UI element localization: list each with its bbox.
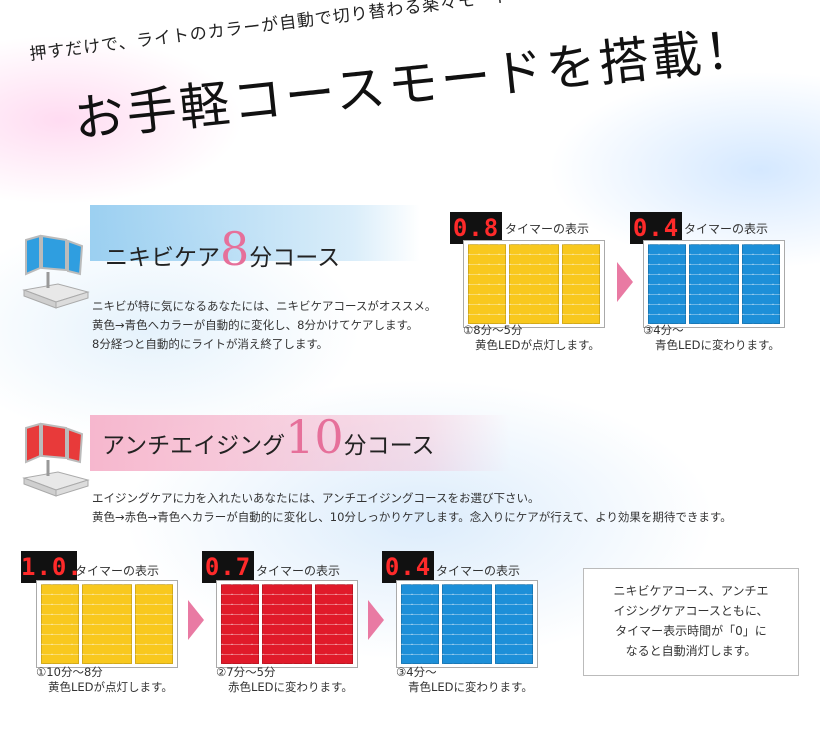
timer-display: 0.8 bbox=[450, 212, 502, 244]
arrow-right-icon bbox=[617, 262, 633, 302]
note-line: イジングケアコースともに、 bbox=[613, 604, 769, 618]
step-caption-time: ②7分～5分 bbox=[216, 665, 276, 679]
led-panel-red bbox=[216, 580, 358, 668]
course2-description: エイジングケアに力を入れたいあなたには、アンチエイジングコースをお選び下さい。 … bbox=[92, 489, 732, 527]
course2-desc-line: エイジングケアに力を入れたいあなたには、アンチエイジングコースをお選び下さい。 bbox=[92, 491, 540, 505]
led-segment bbox=[648, 244, 686, 324]
led-panel-yellow bbox=[36, 580, 178, 668]
timer-display: 1.0. bbox=[21, 551, 83, 583]
led-segment bbox=[495, 584, 534, 664]
arrow-right-icon bbox=[188, 600, 204, 640]
step-caption-text: 黄色LEDが点灯します。 bbox=[475, 338, 600, 352]
led-mask-device-blue-icon bbox=[22, 234, 90, 309]
course1-desc-line: 8分経つと自動的にライトが消え終了します。 bbox=[92, 337, 329, 351]
step-caption: ③4分～ 青色LEDに変わります。 bbox=[396, 665, 533, 695]
step-caption-time: ①8分～5分 bbox=[463, 323, 523, 337]
led-segment bbox=[742, 244, 781, 324]
led-segment bbox=[401, 584, 439, 664]
step-caption-time: ①10分～8分 bbox=[36, 665, 103, 679]
led-panel-blue bbox=[643, 240, 785, 328]
course1-title: ニキビケア8分コース bbox=[105, 222, 340, 276]
led-panel-blue bbox=[396, 580, 538, 668]
led-segment bbox=[315, 584, 354, 664]
step-caption: ①8分～5分 黄色LEDが点灯します。 bbox=[463, 323, 600, 353]
led-segment bbox=[221, 584, 259, 664]
step-caption-text: 青色LEDに変わります。 bbox=[655, 338, 780, 352]
timer-display: 0.7 bbox=[202, 551, 254, 583]
step-caption-text: 赤色LEDに変わります。 bbox=[228, 680, 353, 694]
course1-minutes: 8 bbox=[220, 222, 250, 276]
step-caption-time: ③4分～ bbox=[643, 323, 684, 337]
course1-description: ニキビが特に気になるあなたには、ニキビケアコースがオススメ。 黄色→青色へカラー… bbox=[92, 297, 436, 354]
step-caption: ①10分～8分 黄色LEDが点灯します。 bbox=[36, 665, 173, 695]
timer-display: 0.4 bbox=[630, 212, 682, 244]
led-segment bbox=[508, 244, 560, 324]
course2-name-post: 分コース bbox=[343, 433, 435, 459]
step-caption-text: 黄色LEDが点灯します。 bbox=[48, 680, 173, 694]
timer-label: タイマーの表示 bbox=[505, 222, 590, 236]
course1-desc-line: 黄色→青色へカラーが自動的に変化し、8分かけてケアします。 bbox=[92, 318, 419, 332]
step-caption: ③4分～ 青色LEDに変わります。 bbox=[643, 323, 780, 353]
course1-name-pre: ニキビケア bbox=[105, 245, 220, 271]
timer-label: タイマーの表示 bbox=[684, 222, 769, 236]
note-line: タイマー表示時間が「0」に bbox=[615, 624, 767, 638]
led-segment bbox=[441, 584, 493, 664]
course2-minutes: 10 bbox=[285, 410, 344, 464]
course1-title-band bbox=[90, 205, 420, 261]
course2-title-band bbox=[90, 415, 510, 471]
led-panel-yellow bbox=[463, 240, 605, 328]
led-segment bbox=[135, 584, 174, 664]
led-segment bbox=[688, 244, 740, 324]
led-segment bbox=[468, 244, 506, 324]
timer-label: タイマーの表示 bbox=[436, 564, 521, 578]
led-segment bbox=[41, 584, 79, 664]
timer-display: 0.4 bbox=[382, 551, 434, 583]
led-segment bbox=[562, 244, 601, 324]
led-segment bbox=[261, 584, 313, 664]
note-line: なると自動消灯します。 bbox=[625, 644, 757, 658]
led-mask-device-red-icon bbox=[22, 422, 90, 497]
step-caption: ②7分～5分 赤色LEDに変わります。 bbox=[216, 665, 353, 695]
auto-off-note: ニキビケアコース、アンチエ イジングケアコースともに、 タイマー表示時間が「0」… bbox=[583, 568, 799, 676]
step-caption-time: ③4分～ bbox=[396, 665, 437, 679]
timer-label: タイマーの表示 bbox=[75, 564, 160, 578]
course1-desc-line: ニキビが特に気になるあなたには、ニキビケアコースがオススメ。 bbox=[92, 299, 437, 313]
step-caption-text: 青色LEDに変わります。 bbox=[408, 680, 533, 694]
course2-desc-line: 黄色→赤色→青色へカラーが自動的に変化し、10分しっかりケアします。念入りにケア… bbox=[92, 510, 732, 524]
led-segment bbox=[81, 584, 133, 664]
note-line: ニキビケアコース、アンチエ bbox=[613, 584, 769, 598]
arrow-right-icon bbox=[368, 600, 384, 640]
timer-label: タイマーの表示 bbox=[256, 564, 341, 578]
course2-title: アンチエイジング10分コース bbox=[102, 410, 435, 464]
course1-name-post: 分コース bbox=[249, 245, 341, 271]
course2-name-pre: アンチエイジング bbox=[102, 433, 286, 459]
